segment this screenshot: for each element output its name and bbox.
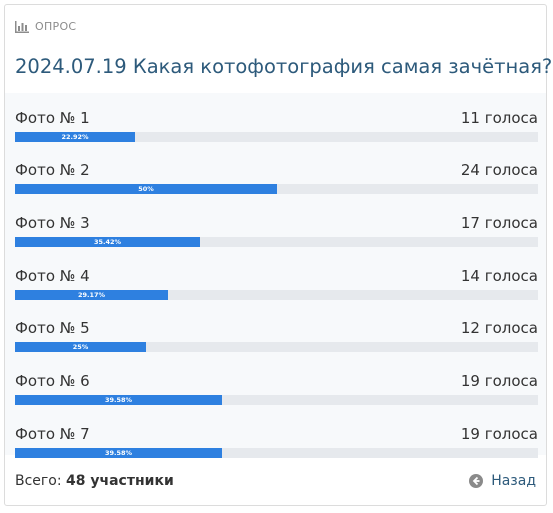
progress-track: 25% <box>15 342 538 352</box>
total-label: Всего: <box>15 473 62 489</box>
option-label: Фото № 5 <box>15 319 90 337</box>
total-value: 48 участники <box>66 473 174 489</box>
progress-fill: 22.92% <box>15 132 135 142</box>
poll-option: Фото № 5 12 голоса 25% <box>15 310 538 362</box>
progress-percent-label: 39.58% <box>104 396 133 404</box>
progress-fill: 35.42% <box>15 237 200 247</box>
poll-header: ОПРОС <box>15 20 76 33</box>
option-label: Фото № 2 <box>15 161 90 179</box>
option-label: Фото № 4 <box>15 267 90 285</box>
progress-percent-label: 35.42% <box>93 238 122 246</box>
poll-card: ОПРОС 2024.07.19 Какая котофотография са… <box>4 4 552 506</box>
progress-track: 29.17% <box>15 290 538 300</box>
progress-track: 50% <box>15 184 538 194</box>
option-votes: 12 голоса <box>460 319 538 337</box>
progress-fill: 39.58% <box>15 448 222 458</box>
poll-option: Фото № 4 14 голоса 29.17% <box>15 258 538 310</box>
arrow-left-circle-icon <box>469 474 484 488</box>
back-button[interactable]: Назад <box>469 473 536 489</box>
progress-track: 39.58% <box>15 395 538 405</box>
poll-title: 2024.07.19 Какая котофотография самая за… <box>15 55 553 78</box>
option-votes: 19 голоса <box>460 372 538 390</box>
bar-chart-icon <box>15 20 29 33</box>
progress-fill: 50% <box>15 184 277 194</box>
progress-percent-label: 50% <box>138 185 154 193</box>
progress-fill: 29.17% <box>15 290 168 300</box>
poll-header-label: ОПРОС <box>35 20 77 33</box>
poll-option: Фото № 7 19 голоса 39.58% <box>15 416 538 468</box>
option-label: Фото № 6 <box>15 372 90 390</box>
progress-percent-label: 39.58% <box>104 449 133 457</box>
option-label: Фото № 1 <box>15 109 90 127</box>
progress-track: 35.42% <box>15 237 538 247</box>
back-label: Назад <box>491 473 536 489</box>
progress-percent-label: 29.17% <box>77 291 106 299</box>
poll-option: Фото № 1 11 голоса 22.92% <box>15 100 538 152</box>
progress-percent-label: 25% <box>72 343 89 351</box>
progress-fill: 39.58% <box>15 395 222 405</box>
option-label: Фото № 3 <box>15 214 90 232</box>
poll-option: Фото № 2 24 голоса 50% <box>15 152 538 204</box>
total-participants: Всего: 48 участники <box>15 473 174 489</box>
option-votes: 14 голоса <box>460 267 538 285</box>
option-votes: 11 голоса <box>460 109 538 127</box>
poll-options-list: Фото № 1 11 голоса 22.92% Фото № 2 24 голоса… <box>5 93 546 458</box>
progress-track: 39.58% <box>15 448 538 458</box>
progress-track: 22.92% <box>15 132 538 142</box>
option-votes: 24 голоса <box>460 161 538 179</box>
option-votes: 19 голоса <box>460 425 538 443</box>
option-votes: 17 голоса <box>460 214 538 232</box>
progress-fill: 25% <box>15 342 146 352</box>
progress-percent-label: 22.92% <box>61 133 89 141</box>
poll-option: Фото № 3 17 голоса 35.42% <box>15 205 538 257</box>
poll-option: Фото № 6 19 голоса 39.58% <box>15 363 538 415</box>
option-label: Фото № 7 <box>15 425 90 443</box>
